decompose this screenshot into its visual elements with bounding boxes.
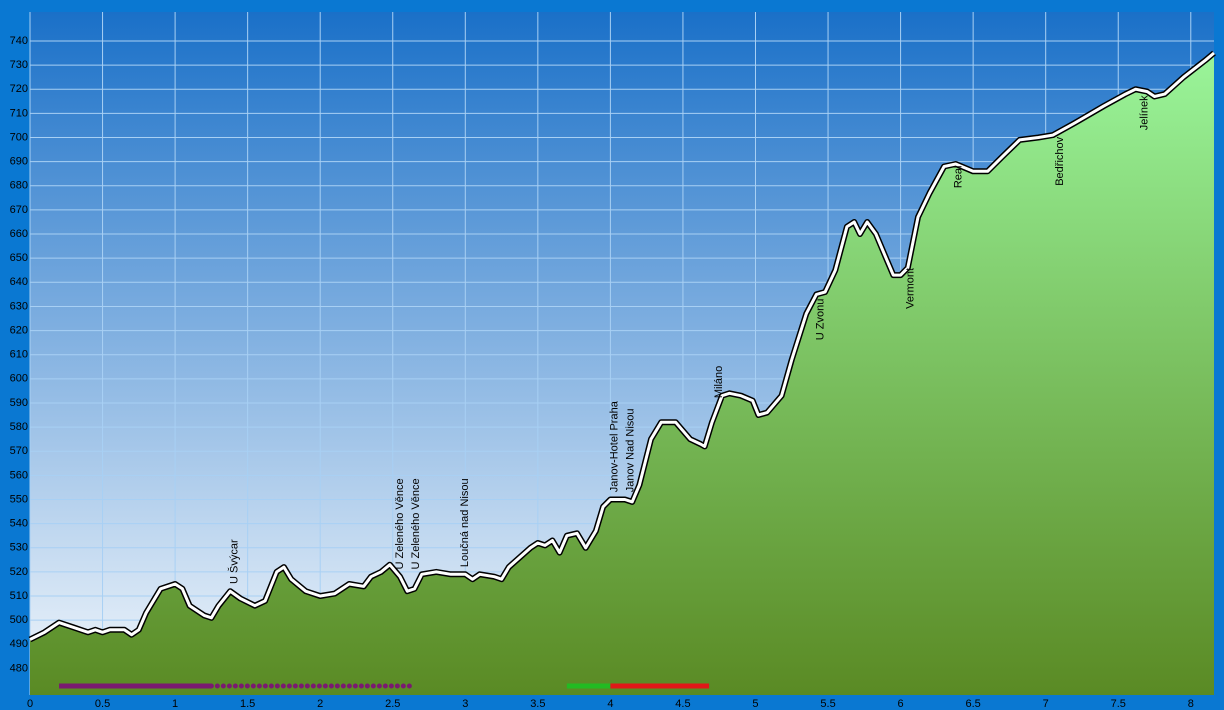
x-tick-label: 5 bbox=[752, 698, 758, 710]
y-tick-label: 630 bbox=[10, 300, 28, 312]
x-tick-label: 0 bbox=[27, 698, 33, 710]
x-tick-label: 4.5 bbox=[675, 698, 690, 710]
place-label: U Zeleného Věnce bbox=[394, 478, 406, 569]
y-tick-label: 580 bbox=[10, 421, 28, 433]
x-tick-label: 3.5 bbox=[530, 698, 545, 710]
y-tick-label: 620 bbox=[10, 324, 28, 336]
area-fill bbox=[30, 53, 1214, 695]
y-tick-label: 600 bbox=[10, 373, 28, 385]
place-label: Miláno bbox=[713, 366, 725, 398]
place-label: Janov Nad Nisou bbox=[625, 408, 637, 492]
y-tick-label: 560 bbox=[10, 469, 28, 481]
y-tick-label: 520 bbox=[10, 566, 28, 578]
place-label: U Švýcar bbox=[227, 539, 240, 584]
elevation-line bbox=[29, 51, 1215, 641]
x-tick-label: 0.5 bbox=[95, 698, 110, 710]
y-tick-label: 570 bbox=[10, 445, 28, 457]
y-tick-label: 640 bbox=[10, 276, 28, 288]
y-tick-label: 540 bbox=[10, 518, 28, 530]
x-tick-label: 3 bbox=[462, 698, 468, 710]
place-label: Loučná nad Nisou bbox=[459, 478, 471, 567]
y-tick-label: 590 bbox=[10, 397, 28, 409]
y-tick-label: 670 bbox=[10, 204, 28, 216]
place-label: Vermont bbox=[905, 268, 917, 309]
x-tick-label: 5.5 bbox=[820, 698, 835, 710]
y-tick-label: 510 bbox=[10, 590, 28, 602]
x-tick-label: 2 bbox=[317, 698, 323, 710]
place-label: U Zeleného Věnce bbox=[410, 478, 422, 569]
y-tick-label: 710 bbox=[10, 107, 28, 119]
y-tick-label: 480 bbox=[10, 662, 28, 674]
x-tick-label: 7.5 bbox=[1111, 698, 1126, 710]
y-tick-label: 500 bbox=[10, 614, 28, 626]
x-tick-label: 6 bbox=[898, 698, 904, 710]
x-tick-label: 1 bbox=[172, 698, 178, 710]
y-tick-label: 650 bbox=[10, 252, 28, 264]
y-tick-label: 740 bbox=[10, 35, 28, 47]
y-tick-label: 690 bbox=[10, 156, 28, 168]
y-tick-label: 720 bbox=[10, 83, 28, 95]
place-label: Real bbox=[953, 166, 965, 189]
place-label: U Zvonu bbox=[815, 299, 827, 341]
place-label: Janov-Hotel Praha bbox=[609, 400, 621, 492]
x-tick-label: 4 bbox=[607, 698, 613, 710]
y-tick-label: 490 bbox=[10, 638, 28, 650]
place-label: Jelínek bbox=[1138, 95, 1150, 130]
y-tick-label: 550 bbox=[10, 493, 28, 505]
x-tick-label: 1.5 bbox=[240, 698, 255, 710]
y-tick-label: 700 bbox=[10, 131, 28, 143]
x-tick-label: 7 bbox=[1043, 698, 1049, 710]
x-tick-label: 8 bbox=[1188, 698, 1194, 710]
y-tick-label: 660 bbox=[10, 228, 28, 240]
y-tick-label: 680 bbox=[10, 180, 28, 192]
y-tick-label: 610 bbox=[10, 349, 28, 361]
place-label: Bedřichov bbox=[1054, 136, 1066, 185]
y-tick-label: 530 bbox=[10, 542, 28, 554]
x-tick-label: 6.5 bbox=[965, 698, 980, 710]
x-tick-label: 2.5 bbox=[385, 698, 400, 710]
y-tick-label: 730 bbox=[10, 59, 28, 71]
